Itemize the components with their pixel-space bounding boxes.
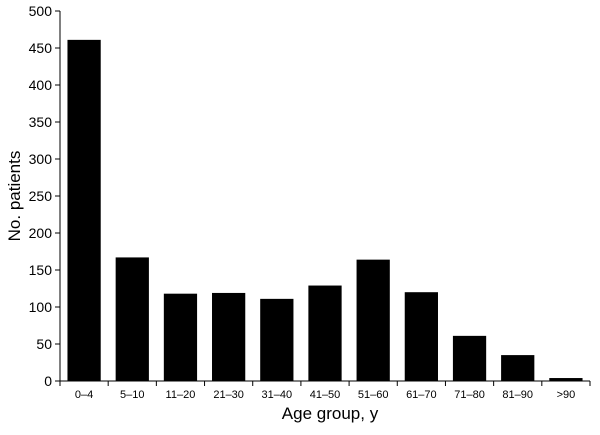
y-axis: 0 50 100 150 200 250 300 350 400 450 500 [29, 3, 61, 389]
bars-layer [67, 39, 583, 382]
bar-2 [163, 293, 198, 381]
x-tick-label-3: 21–30 [213, 389, 244, 401]
y-axis-title: No. patients [5, 151, 24, 242]
y-tick-label-10: 500 [29, 3, 53, 19]
bar-1 [115, 257, 149, 381]
y-tick-label-6: 300 [29, 151, 53, 167]
x-tick-label-1: 5–10 [120, 389, 144, 401]
bar-6 [356, 259, 390, 381]
x-tick-label-7: 61–70 [406, 389, 437, 401]
x-tick-label-9: 81–90 [502, 389, 533, 401]
bar-4 [260, 298, 294, 381]
bar-5 [308, 285, 342, 381]
bar-10 [549, 378, 583, 381]
y-tick-label-1: 50 [36, 336, 52, 352]
x-tick-label-4: 31–40 [262, 389, 293, 401]
x-tick-label-10: >90 [557, 389, 576, 401]
x-tick-label-5: 41–50 [310, 389, 341, 401]
bar-3 [212, 292, 246, 381]
y-tick-label-4: 200 [29, 225, 53, 241]
x-tick-label-2: 11–20 [166, 389, 196, 401]
bar-8 [452, 335, 487, 381]
y-tick-label-2: 100 [29, 299, 53, 315]
y-tick-label-5: 250 [29, 188, 53, 204]
bar-7 [404, 292, 438, 381]
bar-9 [501, 355, 535, 381]
x-axis-title: Age group, y [282, 404, 379, 423]
y-tick-label-0: 0 [44, 373, 52, 389]
y-tick-label-9: 450 [29, 40, 53, 56]
bar-0 [67, 39, 101, 382]
y-tick-label-8: 400 [29, 77, 53, 93]
x-axis: 0–4 5–10 11–20 21–30 31–40 41–50 51–60 61–70 71–… [59, 380, 591, 401]
x-tick-label-0: 0–4 [75, 389, 93, 401]
y-tick-label-3: 150 [29, 262, 53, 278]
y-tick-label-7: 350 [29, 114, 53, 130]
x-tick-label-8: 71–80 [454, 389, 485, 401]
x-tick-label-6: 51–60 [358, 389, 389, 401]
